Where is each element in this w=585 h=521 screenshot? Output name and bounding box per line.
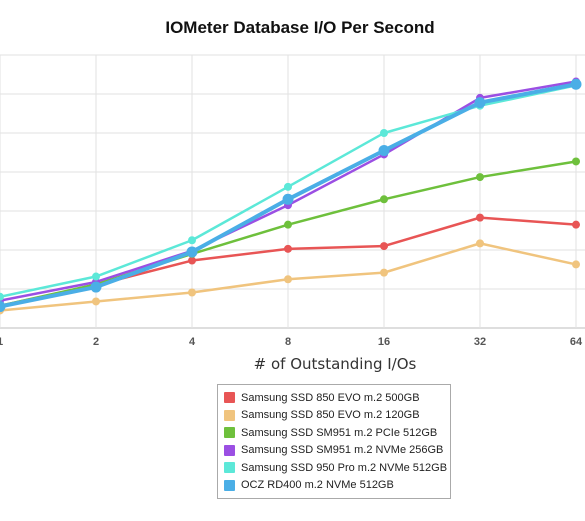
data-point <box>284 220 292 229</box>
data-point <box>476 239 484 248</box>
legend-item: Samsung SSD SM951 m.2 NVMe 256GB <box>218 442 450 460</box>
data-point <box>282 193 294 205</box>
legend-swatch <box>224 409 235 421</box>
series-5 <box>0 78 582 313</box>
data-point <box>380 195 388 204</box>
x-tick-label: 32 <box>474 336 486 348</box>
data-point <box>188 236 196 245</box>
data-point <box>92 297 100 306</box>
data-point <box>284 244 292 253</box>
legend-label: Samsung SSD SM951 m.2 NVMe 256GB <box>241 444 444 457</box>
data-point <box>186 246 198 258</box>
legend-label: Samsung SSD 950 Pro m.2 NVMe 512GB <box>241 461 448 474</box>
legend-item: Samsung SSD 850 EVO m.2 500GB <box>218 389 450 407</box>
x-tick-label: 2 <box>93 336 99 348</box>
legend-item: OCZ RD400 m.2 NVMe 512GB <box>218 477 450 495</box>
data-point <box>378 145 390 157</box>
legend-swatch <box>224 392 235 404</box>
legend-label: OCZ RD400 m.2 NVMe 512GB <box>241 479 394 492</box>
data-point <box>188 288 196 297</box>
series-1 <box>0 239 580 315</box>
data-point <box>570 78 582 90</box>
x-tick-label: 4 <box>189 336 196 348</box>
legend-item: Samsung SSD 850 EVO m.2 120GB <box>218 407 450 425</box>
data-point <box>572 220 580 229</box>
data-point <box>476 213 484 222</box>
data-point <box>284 182 292 191</box>
data-point <box>284 275 292 284</box>
data-point <box>380 242 388 251</box>
legend-swatch <box>224 479 235 491</box>
series-4 <box>0 81 580 301</box>
data-point <box>380 129 388 137</box>
data-point <box>572 260 580 269</box>
data-point <box>474 97 486 109</box>
data-point <box>92 272 100 281</box>
data-point <box>188 256 196 265</box>
data-point <box>0 301 6 313</box>
x-tick-label: 8 <box>285 336 291 348</box>
series-3 <box>0 77 580 305</box>
legend-label: Samsung SSD 850 EVO m.2 500GB <box>241 391 420 404</box>
legend-label: Samsung SSD SM951 m.2 PCIe 512GB <box>241 426 438 439</box>
legend-swatch <box>224 427 235 439</box>
data-point <box>0 292 4 301</box>
legend: Samsung SSD 850 EVO m.2 500GB Samsung SSD… <box>217 384 451 499</box>
data-point <box>380 268 388 277</box>
x-axis-label: # of Outstanding I/Os <box>254 355 417 373</box>
legend-label: Samsung SSD 850 EVO m.2 120GB <box>241 409 420 422</box>
data-point <box>90 281 102 293</box>
data-point <box>476 173 484 182</box>
x-tick-label: 1 <box>0 336 3 348</box>
legend-swatch <box>224 462 235 474</box>
legend-swatch <box>224 444 235 456</box>
data-point <box>572 157 580 166</box>
x-tick-label: 64 <box>570 336 583 348</box>
legend-item: Samsung SSD 950 Pro m.2 NVMe 512GB <box>218 459 450 477</box>
x-tick-label: 16 <box>378 336 390 348</box>
chart-title: IOMeter Database I/O Per Second <box>165 18 435 37</box>
legend-item: Samsung SSD SM951 m.2 PCIe 512GB <box>218 424 450 442</box>
